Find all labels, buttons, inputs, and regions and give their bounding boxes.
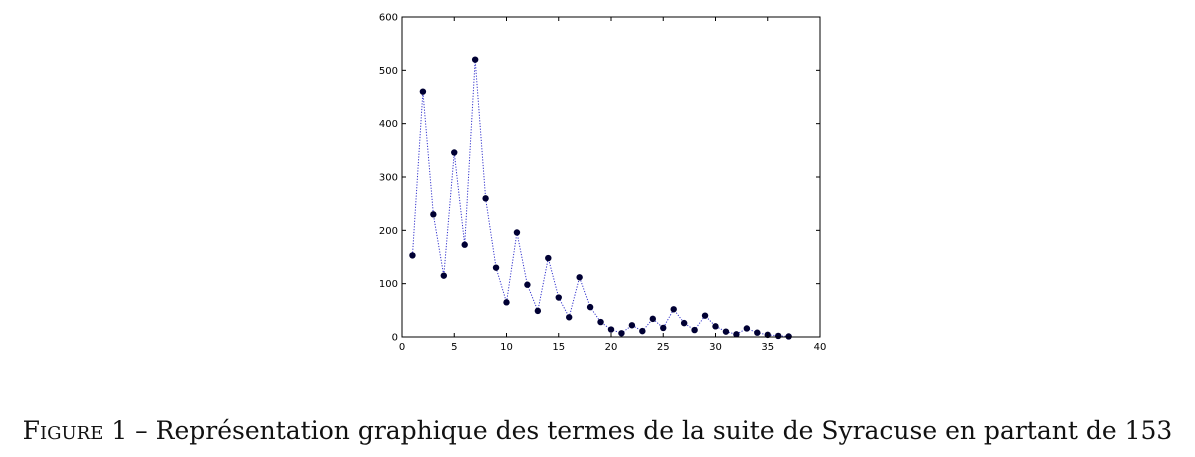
data-point — [545, 254, 552, 262]
series-line-layer — [411, 59, 789, 337]
data-point — [670, 306, 677, 313]
x-axis-ticks: 0 5 10 15 20 25 30 35 40 — [399, 17, 827, 353]
data-point — [430, 211, 437, 218]
data-point — [649, 315, 656, 323]
data-point — [451, 149, 458, 156]
data-point — [482, 195, 489, 202]
x-tick-label: 25 — [657, 342, 670, 353]
series-line — [411, 59, 789, 337]
data-point — [503, 299, 510, 306]
data-point — [607, 326, 615, 333]
data-point — [722, 328, 730, 335]
data-point — [639, 327, 646, 335]
y-axis-ticks: 0 100 200 300 400 500 600 — [379, 13, 820, 344]
y-tick-label: 100 — [379, 279, 398, 290]
data-point — [586, 303, 594, 311]
y-tick-label: 300 — [379, 173, 398, 184]
data-point — [743, 325, 751, 332]
x-tick-label: 35 — [761, 342, 774, 353]
data-point — [754, 329, 761, 336]
x-tick-label: 10 — [500, 342, 513, 353]
data-point — [566, 314, 573, 321]
x-tick-label: 20 — [605, 342, 618, 353]
x-tick-label: 5 — [451, 342, 457, 353]
data-point — [513, 229, 521, 236]
data-point-layer — [409, 56, 792, 340]
y-tick-label: 500 — [379, 66, 398, 77]
data-point — [628, 322, 636, 329]
data-point — [775, 332, 782, 340]
data-point — [409, 252, 416, 259]
y-tick-label: 400 — [379, 119, 398, 130]
data-point — [440, 272, 447, 279]
plot-frame — [401, 16, 821, 338]
data-point — [419, 88, 427, 95]
x-tick-label: 15 — [552, 342, 565, 353]
data-point — [461, 241, 468, 248]
data-point — [471, 56, 479, 63]
data-point — [680, 319, 688, 327]
data-point — [492, 264, 500, 271]
data-point — [618, 330, 625, 337]
data-point — [785, 333, 792, 340]
data-point — [712, 323, 719, 330]
data-point — [733, 331, 740, 338]
data-point — [555, 294, 562, 301]
data-point — [524, 281, 531, 288]
x-tick-label: 30 — [709, 342, 722, 353]
x-tick-label: 40 — [814, 342, 827, 353]
y-tick-label: 600 — [379, 13, 398, 24]
data-point — [701, 312, 709, 319]
data-point — [691, 326, 698, 334]
data-point — [534, 307, 542, 315]
figure-label: Figure 1 — [22, 416, 128, 445]
figure-caption: Figure 1 – Représentation graphique des … — [0, 416, 1195, 446]
data-point — [660, 324, 667, 332]
y-tick-label: 200 — [379, 226, 398, 237]
x-tick-label: 0 — [399, 342, 405, 353]
y-tick-label: 0 — [392, 333, 398, 344]
figure-caption-text: – Représentation graphique des termes de… — [127, 416, 1173, 445]
data-point — [576, 274, 583, 281]
data-point — [597, 318, 604, 326]
syracuse-chart: 0 5 10 15 20 25 30 35 40 0 100 200 300 400 500 600 — [379, 13, 827, 354]
